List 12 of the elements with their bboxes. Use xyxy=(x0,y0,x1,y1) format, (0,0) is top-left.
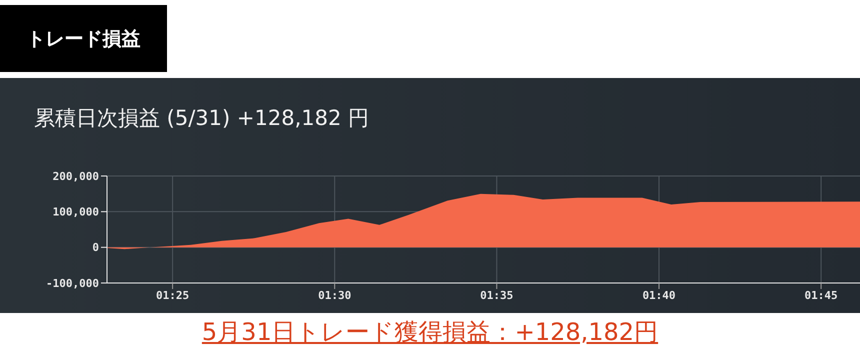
y-tick-label: -100,000 xyxy=(46,276,99,290)
y-tick-label: 200,000 xyxy=(52,170,99,183)
x-tick-label: 01:40 xyxy=(642,288,676,302)
x-tick-label: 01:45 xyxy=(804,288,838,302)
x-tick-label: 01:35 xyxy=(480,288,514,302)
text: 5月31日トレード獲得損益：+128,182円 xyxy=(200,317,660,348)
chart-subtitle: 累積日次損益 (5/31) +128,182 円 xyxy=(34,105,370,132)
y-tick-label: 100,000 xyxy=(52,206,99,219)
x-tick-label: 01:25 xyxy=(156,288,190,302)
chart-title: トレード損益 xyxy=(0,5,167,72)
y-tick-label: 0 xyxy=(92,241,99,254)
x-tick-label: 01:30 xyxy=(318,288,352,302)
